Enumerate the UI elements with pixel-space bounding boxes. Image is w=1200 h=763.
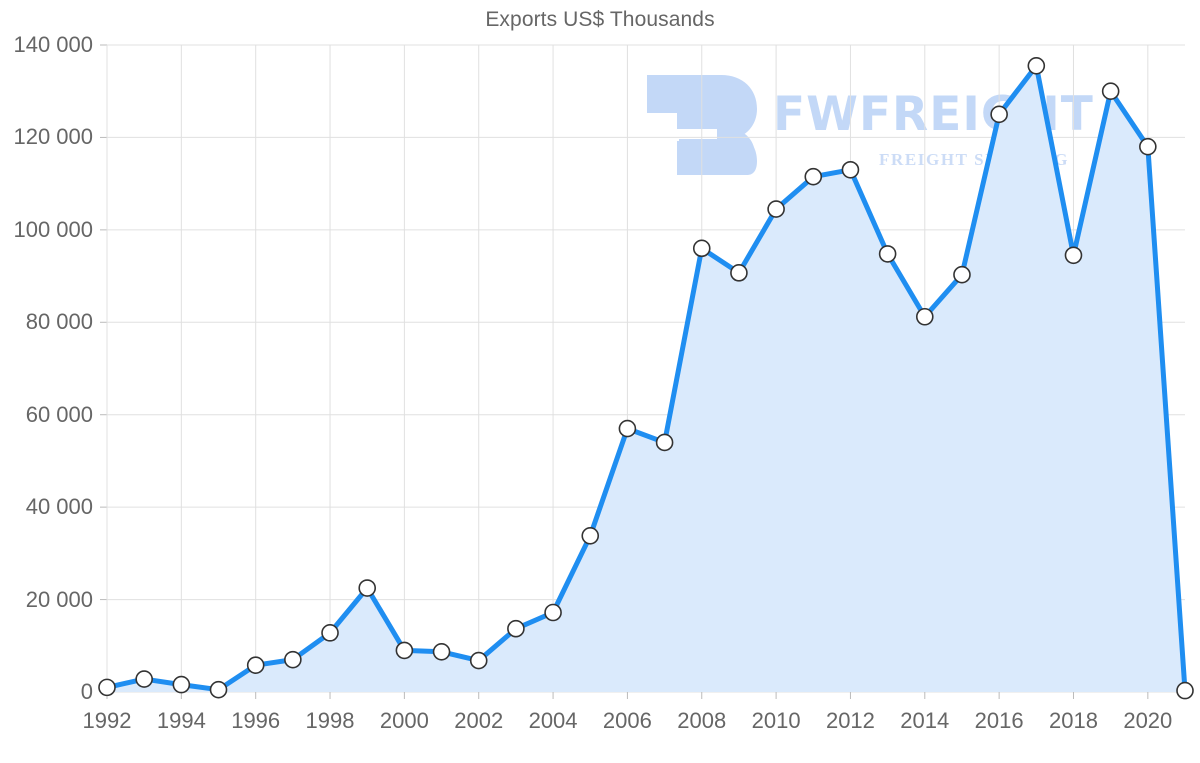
data-point-marker[interactable] (544, 603, 562, 622)
x-axis-tick-label: 2008 (677, 708, 727, 733)
x-axis-tick-label: 1996 (231, 708, 281, 733)
data-point-marker[interactable] (1101, 82, 1120, 101)
x-axis-tick-label: 2006 (602, 708, 652, 733)
x-axis-tick-label: 1994 (156, 708, 206, 733)
data-point-markers[interactable] (98, 57, 1194, 700)
data-point-marker[interactable] (321, 624, 339, 642)
data-point-marker[interactable] (507, 619, 525, 638)
x-axis-tick-label: 2020 (1123, 708, 1173, 733)
x-axis-tick-label: 1992 (82, 708, 132, 733)
data-point-marker[interactable] (1139, 137, 1157, 156)
data-point-marker[interactable] (804, 167, 823, 186)
x-axis-tick-label: 2000 (379, 708, 429, 733)
data-point-marker[interactable] (618, 419, 637, 438)
data-point-marker[interactable] (432, 642, 451, 661)
data-point-marker[interactable] (135, 670, 153, 688)
y-axis-tick-label: 100 000 (13, 216, 93, 242)
data-point-marker[interactable] (730, 264, 748, 282)
data-point-marker[interactable] (172, 675, 191, 694)
data-point-marker[interactable] (1064, 246, 1083, 265)
x-axis-tick-label: 2012 (825, 708, 875, 733)
data-point-marker[interactable] (990, 105, 1008, 124)
y-axis-tick-label: 120 000 (13, 124, 93, 150)
x-axis-tick-label: 2018 (1048, 708, 1098, 733)
data-point-marker[interactable] (1027, 57, 1046, 75)
x-axis-tick-label: 2010 (751, 708, 801, 733)
data-point-marker[interactable] (915, 307, 934, 326)
y-axis-tick-label: 40 000 (25, 494, 93, 520)
x-axis-tick-label: 2002 (454, 708, 504, 733)
y-axis-tick-label: 140 000 (13, 32, 93, 57)
data-point-marker[interactable] (209, 680, 228, 699)
data-point-marker[interactable] (767, 200, 785, 218)
data-point-marker[interactable] (1176, 681, 1194, 700)
data-point-marker[interactable] (284, 650, 302, 669)
data-point-marker[interactable] (246, 656, 265, 675)
data-point-marker[interactable] (469, 651, 488, 670)
x-axis-tick-label: 2016 (974, 708, 1024, 733)
y-axis-tick-label: 60 000 (25, 401, 93, 427)
y-axis-tick-label: 20 000 (25, 586, 93, 612)
data-point-marker[interactable] (953, 265, 971, 284)
data-point-marker[interactable] (98, 678, 116, 697)
data-point-marker[interactable] (841, 160, 860, 179)
chart-title: Exports US$ Thousands (485, 8, 715, 31)
data-point-marker[interactable] (878, 245, 897, 263)
x-axis-tick-label: 1998 (305, 708, 355, 733)
x-axis-tick-label: 2014 (900, 708, 950, 733)
data-point-marker[interactable] (395, 641, 414, 660)
y-axis-tick-label: 0 (80, 679, 93, 704)
area-fill (107, 65, 1185, 693)
data-point-marker[interactable] (358, 579, 377, 597)
data-point-marker[interactable] (581, 526, 600, 545)
data-point-marker[interactable] (692, 239, 711, 258)
data-point-marker[interactable] (655, 433, 674, 452)
y-axis-tick-label: 80 000 (25, 309, 93, 335)
x-axis-tick-label: 2004 (528, 708, 578, 733)
